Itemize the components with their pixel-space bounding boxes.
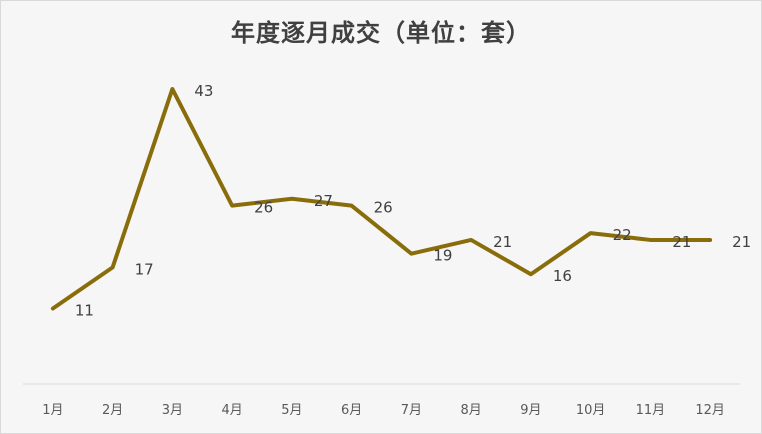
data-label: 19	[433, 247, 452, 265]
data-label: 26	[254, 199, 273, 217]
data-label: 16	[553, 267, 572, 285]
series-line	[50, 87, 713, 311]
x-tick-label: 4月	[221, 403, 242, 418]
x-tick-label: 5月	[281, 403, 302, 418]
data-label: 27	[314, 192, 333, 210]
x-tick-label: 3月	[162, 403, 183, 418]
x-tick-label: 7月	[401, 403, 422, 418]
data-label: 21	[493, 233, 512, 251]
data-label: 22	[613, 226, 632, 244]
data-label: 17	[135, 260, 154, 278]
data-label: 21	[732, 233, 751, 251]
x-tick-label: 1月	[42, 403, 63, 418]
data-label: 43	[194, 82, 213, 100]
data-label: 21	[672, 233, 691, 251]
x-tick-label: 8月	[460, 403, 481, 418]
data-label: 26	[374, 199, 393, 217]
x-tick-label: 11月	[636, 403, 666, 418]
x-tick-label: 2月	[102, 403, 123, 418]
x-tick-label: 9月	[520, 403, 541, 418]
data-label: 11	[75, 302, 94, 320]
chart-title: 年度逐月成交（单位：套）	[231, 18, 531, 47]
x-tick-label: 6月	[341, 403, 362, 418]
x-tick-label: 12月	[695, 403, 725, 418]
x-tick-label: 10月	[576, 403, 606, 418]
